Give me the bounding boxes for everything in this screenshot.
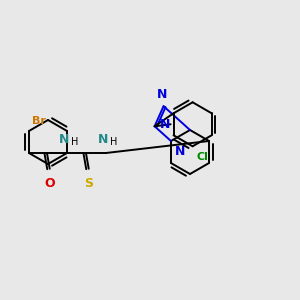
Text: N: N	[175, 145, 185, 158]
Text: H: H	[71, 137, 78, 147]
Text: S: S	[84, 177, 93, 190]
Text: N: N	[160, 118, 170, 131]
Text: H: H	[110, 137, 117, 147]
Text: Br: Br	[32, 116, 46, 126]
Text: O: O	[44, 177, 55, 190]
Text: N: N	[59, 133, 69, 146]
Text: N: N	[98, 133, 108, 146]
Text: N: N	[158, 88, 168, 101]
Text: Cl: Cl	[196, 152, 208, 162]
